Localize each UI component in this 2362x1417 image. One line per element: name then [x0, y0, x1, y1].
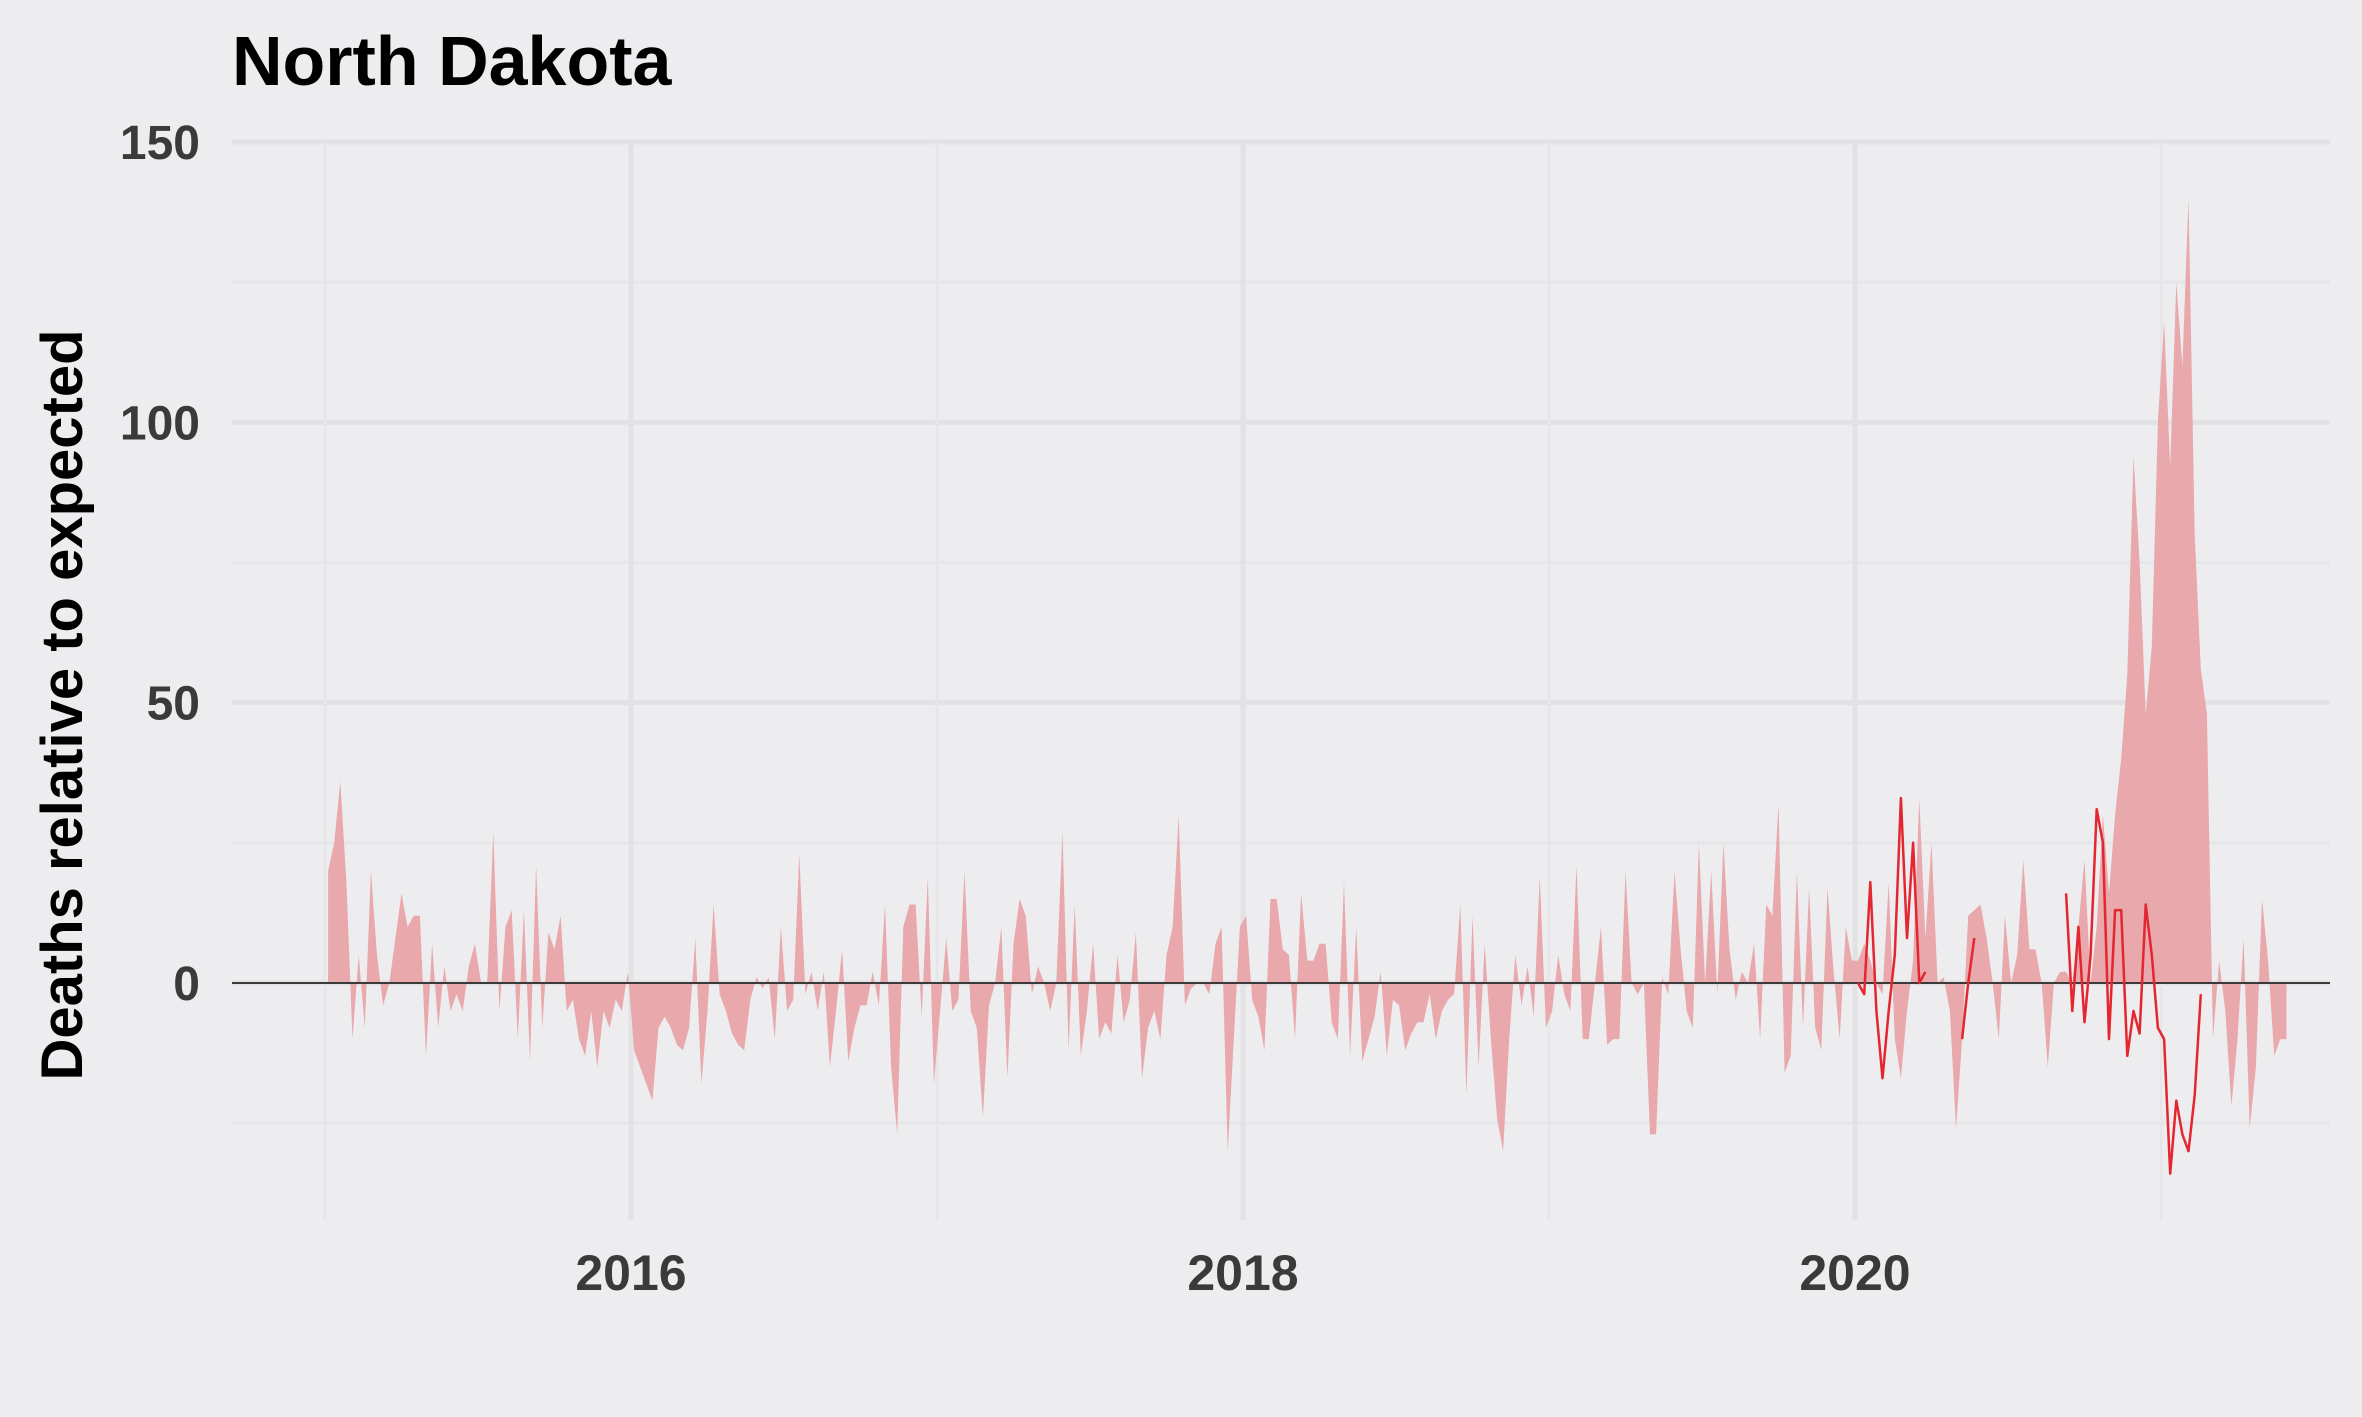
y-tick-label: 0 [173, 958, 200, 1011]
plot-area [232, 198, 2330, 1175]
x-tick-label: 2016 [575, 1245, 686, 1301]
chart-title: North Dakota [232, 22, 673, 100]
x-tick-label: 2020 [1799, 1245, 1910, 1301]
axis-ticks: 0 50 100 150 2016 2018 2020 [120, 117, 1911, 1301]
line-series-observed [2064, 807, 2203, 1175]
area-series-expected-range [328, 198, 2287, 1152]
y-tick-label: 50 [147, 678, 200, 731]
y-tick-label: 150 [120, 117, 200, 170]
gridlines [232, 139, 2330, 1220]
x-tick-label: 2018 [1187, 1245, 1298, 1301]
line-series-observed [1857, 796, 1927, 1080]
y-tick-label: 100 [120, 397, 200, 450]
line-series-observed [1960, 937, 1976, 1040]
y-axis-label: Deaths relative to expected [30, 329, 95, 1080]
